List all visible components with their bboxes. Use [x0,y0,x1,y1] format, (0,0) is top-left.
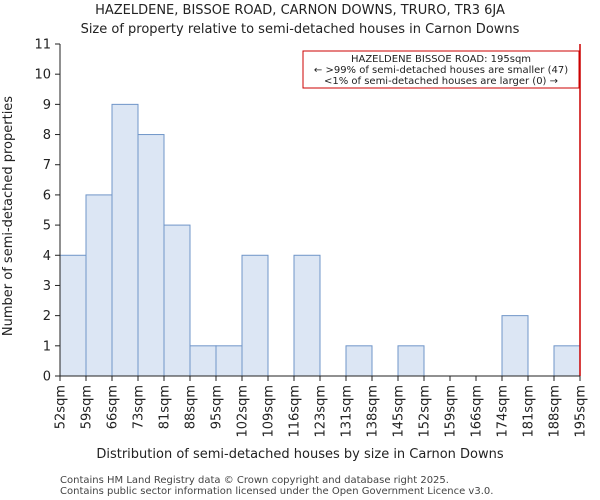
x-tick-label: 59sqm [80,385,95,429]
y-tick-label: 1 [43,339,51,354]
x-tick-label: 152sqm [418,385,433,438]
bar-188sqm [553,345,581,377]
x-tick-label: 123sqm [314,385,329,438]
y-tick-label: 4 [43,249,51,264]
x-tick-label: 188sqm [548,385,563,438]
annotation-line-1: HAZELDENE BISSOE ROAD: 195sqm [351,54,531,65]
bar-73sqm [137,134,165,377]
bar-145sqm [397,345,425,377]
x-tick-label: 95sqm [210,385,225,429]
x-tick-label: 138sqm [366,385,381,438]
y-tick-label: 2 [43,309,51,324]
bar-81sqm [163,224,191,377]
x-tick-label: 88sqm [184,385,199,429]
y-axis-label: Number of semi-detached properties [1,96,16,336]
x-tick-label: 52sqm [54,385,69,429]
y-tick-label: 3 [43,279,51,294]
x-tick-label: 131sqm [340,385,355,438]
y-tick-label: 11 [34,38,51,53]
y-tick-label: 9 [43,98,51,113]
x-tick-label: 195sqm [574,385,589,438]
bar-131sqm [345,345,373,377]
annotation-border [302,50,580,89]
x-tick-label: 174sqm [496,385,511,438]
bar-174sqm [501,315,529,377]
x-tick-label: 116sqm [288,385,303,438]
bar-52sqm [59,254,87,377]
bar-95sqm [215,345,243,377]
x-tick-label: 166sqm [470,385,485,438]
chart-title: HAZELDENE, BISSOE ROAD, CARNON DOWNS, TR… [95,3,505,18]
annotation-box: HAZELDENE BISSOE ROAD: 195sqm ← >99% of … [302,50,580,89]
x-axis-label: Distribution of semi-detached houses by … [96,447,504,462]
y-tick-label: 0 [43,370,51,385]
x-tick-label: 66sqm [106,385,121,429]
bars-group [59,103,581,377]
bar-66sqm [111,103,139,377]
x-tick-label: 109sqm [262,385,277,438]
x-tick-label: 145sqm [392,385,407,438]
x-tick-label: 181sqm [522,385,537,438]
bar-102sqm [241,254,269,377]
y-tick-label: 10 [34,68,51,83]
x-tick-label: 73sqm [132,385,147,429]
y-ticks-group: 0 1 2 3 4 5 6 7 8 9 10 11 [34,38,60,385]
annotation-line-2: ← >99% of semi-detached houses are small… [314,65,568,76]
x-ticks-group: 52sqm 59sqm 66sqm 73sqm 81sqm 88sqm 95sqm 102sq… [54,376,589,438]
annotation-line-3: <1% of semi-detached houses are larger (… [324,76,558,87]
footer-line-1: Contains HM Land Registry data © Crown c… [60,475,449,486]
y-tick-label: 8 [43,128,51,143]
y-tick-label: 7 [43,158,51,173]
bar-116sqm [293,254,321,377]
x-tick-label: 102sqm [236,385,251,438]
y-tick-label: 5 [43,219,51,234]
x-tick-label: 81sqm [158,385,173,429]
x-tick-label: 159sqm [444,385,459,438]
footer-line-2: Contains public sector information licen… [60,486,493,497]
chart-subtitle: Size of property relative to semi-detach… [81,22,520,37]
bar-88sqm [189,345,217,377]
bar-59sqm [85,194,113,377]
y-tick-label: 6 [43,188,51,203]
